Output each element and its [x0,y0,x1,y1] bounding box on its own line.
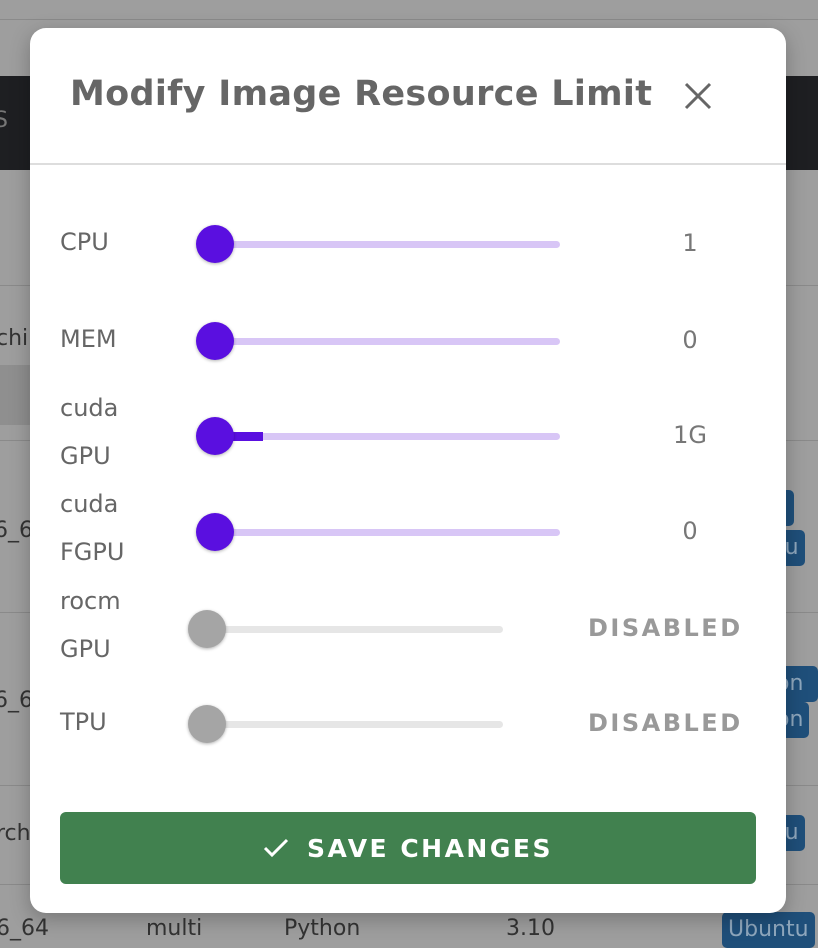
bg-text: 6_6 [0,518,33,543]
save-changes-button[interactable]: SAVE CHANGES [60,812,756,884]
slider-track[interactable] [207,626,503,633]
slider-thumb[interactable] [196,322,234,360]
slider-label-line: rocm [60,587,121,615]
slider-label: CPU [60,218,109,266]
close-button[interactable] [682,80,714,112]
bg-text: rch [0,821,31,846]
slider-value: 0 [682,517,698,545]
slider-label: cuda GPU [60,384,118,480]
modify-resource-limit-dialog: Modify Image Resource Limit CPU 1 MEM 0 cuda… [30,28,786,913]
check-icon [263,838,289,858]
bg-text: 6_6 [0,688,33,713]
slider-track[interactable] [215,433,560,440]
slider-value: DISABLED [588,709,743,737]
dialog-title: Modify Image Resource Limit [70,74,653,114]
bg-text: Python [284,916,361,941]
slider-label-line: GPU [60,442,111,470]
bg-text: multi [146,916,203,941]
slider-value: 1 [682,229,698,257]
slider-thumb[interactable] [196,225,234,263]
header-divider [30,163,786,165]
slider-label-line: cuda [60,394,119,422]
slider-label-line: GPU [60,635,111,663]
slider-value: 0 [682,326,698,354]
slider-thumb [188,705,226,743]
divider [0,19,818,20]
slider-label-line: cuda [60,490,119,518]
bg-text: 3.10 [506,916,555,941]
slider-label: MEM [60,315,117,363]
slider-fill [215,432,264,441]
save-label: SAVE CHANGES [307,833,553,863]
slider-track[interactable] [215,241,560,248]
slider-label: rocm GPU [60,577,121,673]
bg-text: S [0,108,8,133]
os-badge: Ubuntu [722,912,815,948]
slider-thumb[interactable] [196,513,234,551]
slider-label-line: MEM [60,325,117,353]
slider-value: 1G [673,421,707,449]
bg-text: 6_64 [0,916,49,941]
slider-label-line: TPU [60,708,107,736]
close-icon [684,82,712,110]
slider-track[interactable] [207,721,503,728]
slider-track[interactable] [215,338,560,345]
slider-label-line: CPU [60,228,109,256]
slider-thumb [188,610,226,648]
slider-label-line: FGPU [60,538,125,566]
slider-value: DISABLED [588,614,743,642]
slider-track[interactable] [215,529,560,536]
bg-text: chi [0,326,29,351]
slider-label: cuda FGPU [60,480,124,576]
slider-thumb[interactable] [196,417,234,455]
slider-label: TPU [60,698,107,746]
